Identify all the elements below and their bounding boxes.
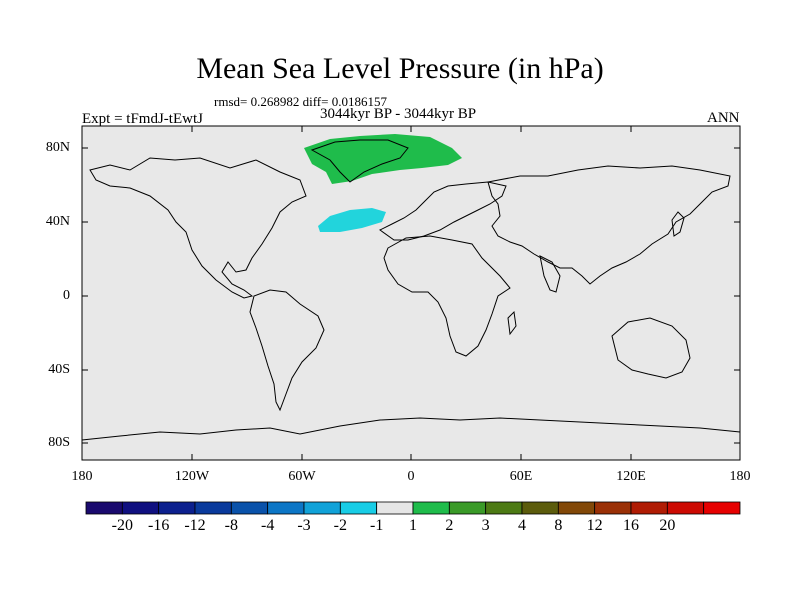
colorbar-swatch bbox=[339, 501, 378, 515]
colorbar-label: 20 bbox=[659, 517, 676, 534]
colorbar-label: -16 bbox=[147, 517, 170, 534]
coastline-japan bbox=[671, 211, 685, 237]
lon-tick-label: 180 bbox=[729, 469, 751, 484]
colorbar-label: -1 bbox=[369, 517, 384, 534]
coastline-north-america bbox=[89, 157, 307, 299]
colorbar-swatch bbox=[230, 501, 269, 515]
coastline-australia bbox=[611, 317, 691, 379]
lat-tick-label: 40N bbox=[45, 214, 70, 229]
colorbar-label: 3 bbox=[481, 517, 490, 534]
colorbar-swatch bbox=[448, 501, 487, 515]
colorbar-label: -12 bbox=[184, 517, 206, 534]
colorbar-label: -20 bbox=[111, 517, 133, 534]
period-line: 3044kyr BP - 3044kyr BP bbox=[320, 106, 477, 122]
colorbar-swatch bbox=[521, 501, 559, 515]
colorbar-swatch bbox=[158, 501, 196, 515]
colorbar-swatch bbox=[412, 501, 450, 515]
colorbar-swatch bbox=[557, 501, 596, 515]
lat-tick-label: 80S bbox=[48, 435, 70, 450]
coastline-south-america bbox=[249, 289, 325, 412]
colorbar-swatch bbox=[303, 501, 341, 515]
greenland-positive-anomaly bbox=[304, 134, 462, 184]
lon-tick-label: 60E bbox=[509, 469, 533, 484]
colorbar-swatch bbox=[703, 501, 741, 515]
colorbar-swatch bbox=[630, 501, 668, 515]
coastline-madagascar bbox=[507, 310, 517, 336]
colorbar-label: 12 bbox=[586, 517, 603, 534]
colorbar-label: 4 bbox=[518, 517, 526, 534]
map-ocean-background bbox=[82, 126, 740, 460]
lat-tick-label: 0 bbox=[63, 288, 70, 303]
coastline-europe bbox=[379, 181, 507, 241]
lon-tick-label: 60W bbox=[288, 469, 316, 484]
colorbar-swatch bbox=[666, 501, 705, 515]
lon-tick-label: 180 bbox=[71, 469, 93, 484]
lat-tick-label: 40S bbox=[48, 362, 70, 377]
colorbar-label: -2 bbox=[333, 517, 347, 534]
experiment-label: Expt = tFmdJ-tEwtJ bbox=[82, 111, 203, 127]
colorbar-label: 2 bbox=[445, 517, 454, 534]
colorbar-swatch bbox=[267, 501, 305, 515]
coastlines bbox=[81, 139, 741, 441]
colorbar-swatch bbox=[194, 501, 232, 515]
colorbar-label: -4 bbox=[260, 517, 275, 534]
colorbar-swatch bbox=[85, 501, 123, 515]
coastline-asia bbox=[487, 165, 731, 285]
colorbar-swatch bbox=[376, 501, 414, 515]
coastline-india bbox=[539, 255, 561, 293]
coastline-greenland bbox=[310, 139, 409, 183]
lon-tick-label: 0 bbox=[407, 469, 415, 484]
colorbar-swatch bbox=[594, 501, 632, 515]
colorbar-label: 8 bbox=[554, 517, 563, 534]
colorbar-swatch bbox=[121, 501, 160, 515]
season-label: ANN bbox=[707, 110, 740, 126]
coastline-antarctica bbox=[81, 417, 741, 441]
chart-title: Mean Sea Level Pressure (in hPa) bbox=[196, 52, 604, 85]
lon-tick-label: 120E bbox=[616, 469, 646, 484]
stats-line: rmsd= 0.268982 diff= 0.0186157 bbox=[214, 94, 387, 109]
colorbar-label: 16 bbox=[623, 517, 639, 534]
north-atlantic-negative-anomaly bbox=[318, 208, 386, 232]
lon-tick-label: 120W bbox=[174, 469, 210, 484]
colorbar-label: 1 bbox=[409, 517, 417, 534]
colorbar-swatch bbox=[485, 501, 523, 515]
colorbar-label: -8 bbox=[224, 517, 238, 534]
lat-tick-label: 80N bbox=[45, 140, 70, 155]
colorbar bbox=[85, 501, 741, 515]
colorbar-label: -3 bbox=[297, 517, 311, 534]
coastline-africa bbox=[383, 235, 511, 357]
